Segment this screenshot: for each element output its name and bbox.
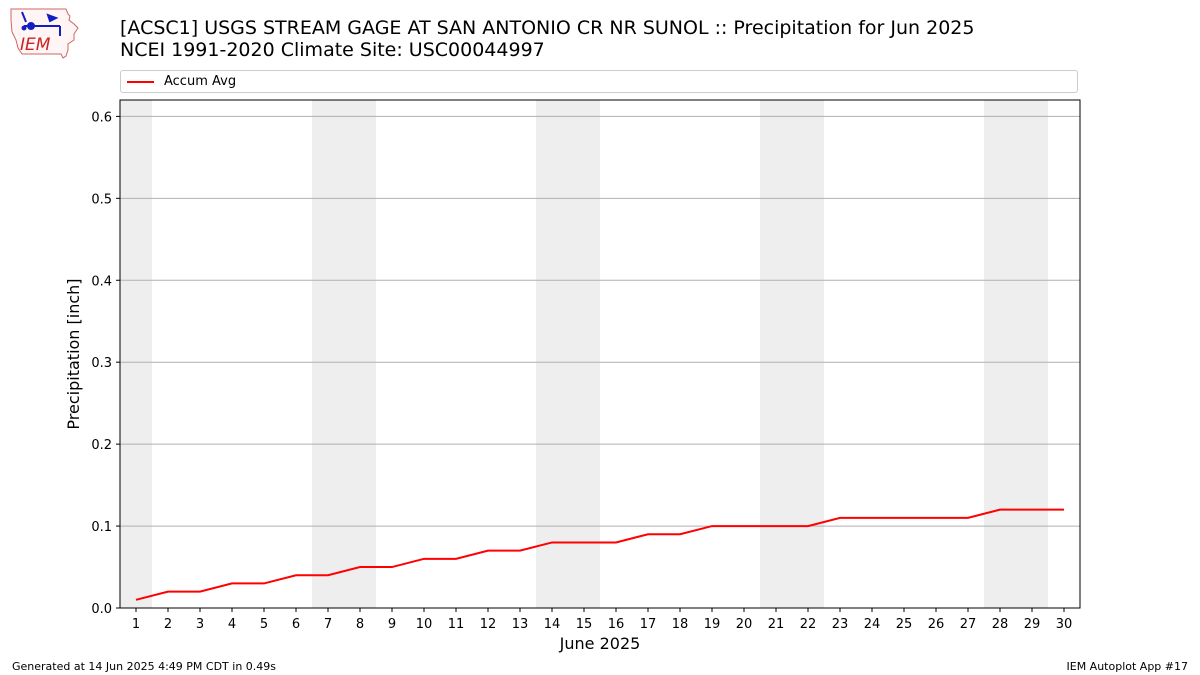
x-tick-label: 25 xyxy=(896,617,913,632)
x-tick-label: 30 xyxy=(1056,617,1073,632)
logo-text: IEM xyxy=(20,35,51,55)
x-tick-label: 14 xyxy=(544,617,561,632)
x-tick-label: 16 xyxy=(608,617,625,632)
x-tick-label: 9 xyxy=(388,617,396,632)
weather-station-icon xyxy=(21,11,61,36)
x-tick-label: 6 xyxy=(292,617,300,632)
x-tick-label: 10 xyxy=(416,617,433,632)
x-tick-label: 24 xyxy=(864,617,881,632)
y-tick-label: 0.0 xyxy=(91,602,112,617)
x-tick-label: 27 xyxy=(960,617,977,632)
x-tick-label: 26 xyxy=(928,617,945,632)
x-tick-label: 20 xyxy=(736,617,753,632)
y-tick-label: 0.2 xyxy=(91,438,112,453)
weekend-band-29 xyxy=(1016,100,1048,608)
weekend-band-22 xyxy=(792,100,824,608)
x-tick-label: 3 xyxy=(196,617,204,632)
generated-timestamp: Generated at 14 Jun 2025 4:49 PM CDT in … xyxy=(12,660,277,673)
y-axis-label: Precipitation [inch] xyxy=(64,278,83,429)
x-tick-label: 21 xyxy=(768,617,785,632)
legend-label-accum-avg: Accum Avg xyxy=(164,74,237,89)
x-axis-ticks: 1 2 3 4 5 6 7 8 9 10 11 12 13 14 15 16 17 18 19 20 21 22 23 24 2… xyxy=(132,608,1072,632)
legend-swatch-accum-avg xyxy=(127,81,154,83)
chart-subtitle: NCEI 1991-2020 Climate Site: USC00044997 xyxy=(120,39,545,61)
weekend-band-14 xyxy=(536,100,568,608)
x-tick-label: 8 xyxy=(356,617,364,632)
x-tick-label: 4 xyxy=(228,617,236,632)
iem-logo: IEM xyxy=(10,8,79,59)
weekend-band-21 xyxy=(760,100,792,608)
x-tick-label: 23 xyxy=(832,617,849,632)
y-tick-label: 0.5 xyxy=(91,192,112,207)
y-tick-label: 0.3 xyxy=(91,356,112,371)
y-tick-label: 0.4 xyxy=(91,274,112,289)
x-tick-label: 18 xyxy=(672,617,689,632)
y-axis-ticks: 0.0 0.1 0.2 0.3 0.4 0.5 0.6 xyxy=(91,110,120,617)
x-tick-label: 28 xyxy=(992,617,1009,632)
x-tick-label: 19 xyxy=(704,617,721,632)
weekend-band-8 xyxy=(344,100,376,608)
legend: Accum Avg xyxy=(120,70,1078,93)
x-tick-label: 7 xyxy=(324,617,332,632)
plot-frame xyxy=(119,99,1081,609)
x-tick-label: 2 xyxy=(164,617,172,632)
x-tick-label: 13 xyxy=(512,617,529,632)
autoplot-app-label: IEM Autoplot App #17 xyxy=(1066,660,1189,673)
x-tick-label: 15 xyxy=(576,617,593,632)
y-tick-label: 0.6 xyxy=(91,110,112,125)
x-tick-label: 12 xyxy=(480,617,497,632)
x-tick-label: 22 xyxy=(800,617,817,632)
weekend-band-15 xyxy=(568,100,600,608)
x-tick-label: 5 xyxy=(260,617,268,632)
x-tick-label: 11 xyxy=(448,617,465,632)
y-tick-label: 0.1 xyxy=(91,520,112,535)
weekend-bands xyxy=(120,100,1048,608)
weekend-band-7 xyxy=(312,100,344,608)
x-axis-label: June 2025 xyxy=(559,634,641,653)
weekend-band-1 xyxy=(120,100,152,608)
x-tick-label: 1 xyxy=(132,617,140,632)
iowa-outline xyxy=(10,8,79,59)
series-layer xyxy=(135,508,1065,601)
series-line-accum-avg xyxy=(135,508,1064,601)
chart-title-line1: [ACSC1] USGS STREAM GAGE AT SAN ANTONIO … xyxy=(120,17,975,39)
chart-title: [ACSC1] USGS STREAM GAGE AT SAN ANTONIO … xyxy=(120,17,974,61)
weekend-band-28 xyxy=(984,100,1016,608)
x-tick-label: 29 xyxy=(1024,617,1041,632)
x-tick-label: 17 xyxy=(640,617,657,632)
